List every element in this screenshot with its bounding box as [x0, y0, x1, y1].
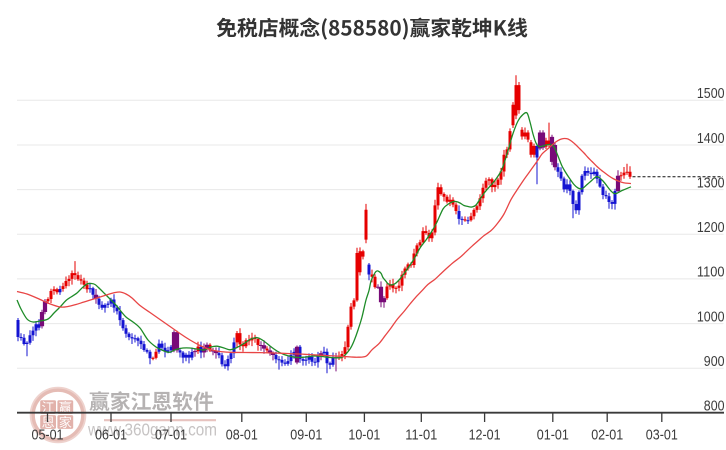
svg-text:www.360gann.com: www.360gann.com: [87, 420, 217, 440]
svg-text:07-01: 07-01: [155, 426, 187, 443]
svg-text:09-01: 09-01: [290, 426, 322, 443]
svg-text:800: 800: [704, 399, 725, 415]
svg-text:06-01: 06-01: [95, 426, 127, 443]
svg-text:11-01: 11-01: [405, 426, 437, 443]
svg-text:02-01: 02-01: [591, 426, 623, 443]
svg-text:01-01: 01-01: [537, 426, 569, 443]
svg-text:1400: 1400: [697, 131, 725, 147]
svg-text:12-01: 12-01: [469, 426, 501, 443]
svg-text:1100: 1100: [697, 265, 725, 281]
svg-text:03-01: 03-01: [646, 426, 678, 443]
svg-text:900: 900: [704, 354, 725, 370]
svg-text:1200: 1200: [697, 220, 725, 236]
svg-text:10-01: 10-01: [348, 426, 380, 443]
svg-text:05-01: 05-01: [32, 426, 64, 443]
svg-text:08-01: 08-01: [226, 426, 258, 443]
svg-text:1500: 1500: [697, 86, 725, 102]
svg-text:1300: 1300: [697, 175, 725, 191]
svg-text:1000: 1000: [697, 309, 725, 325]
